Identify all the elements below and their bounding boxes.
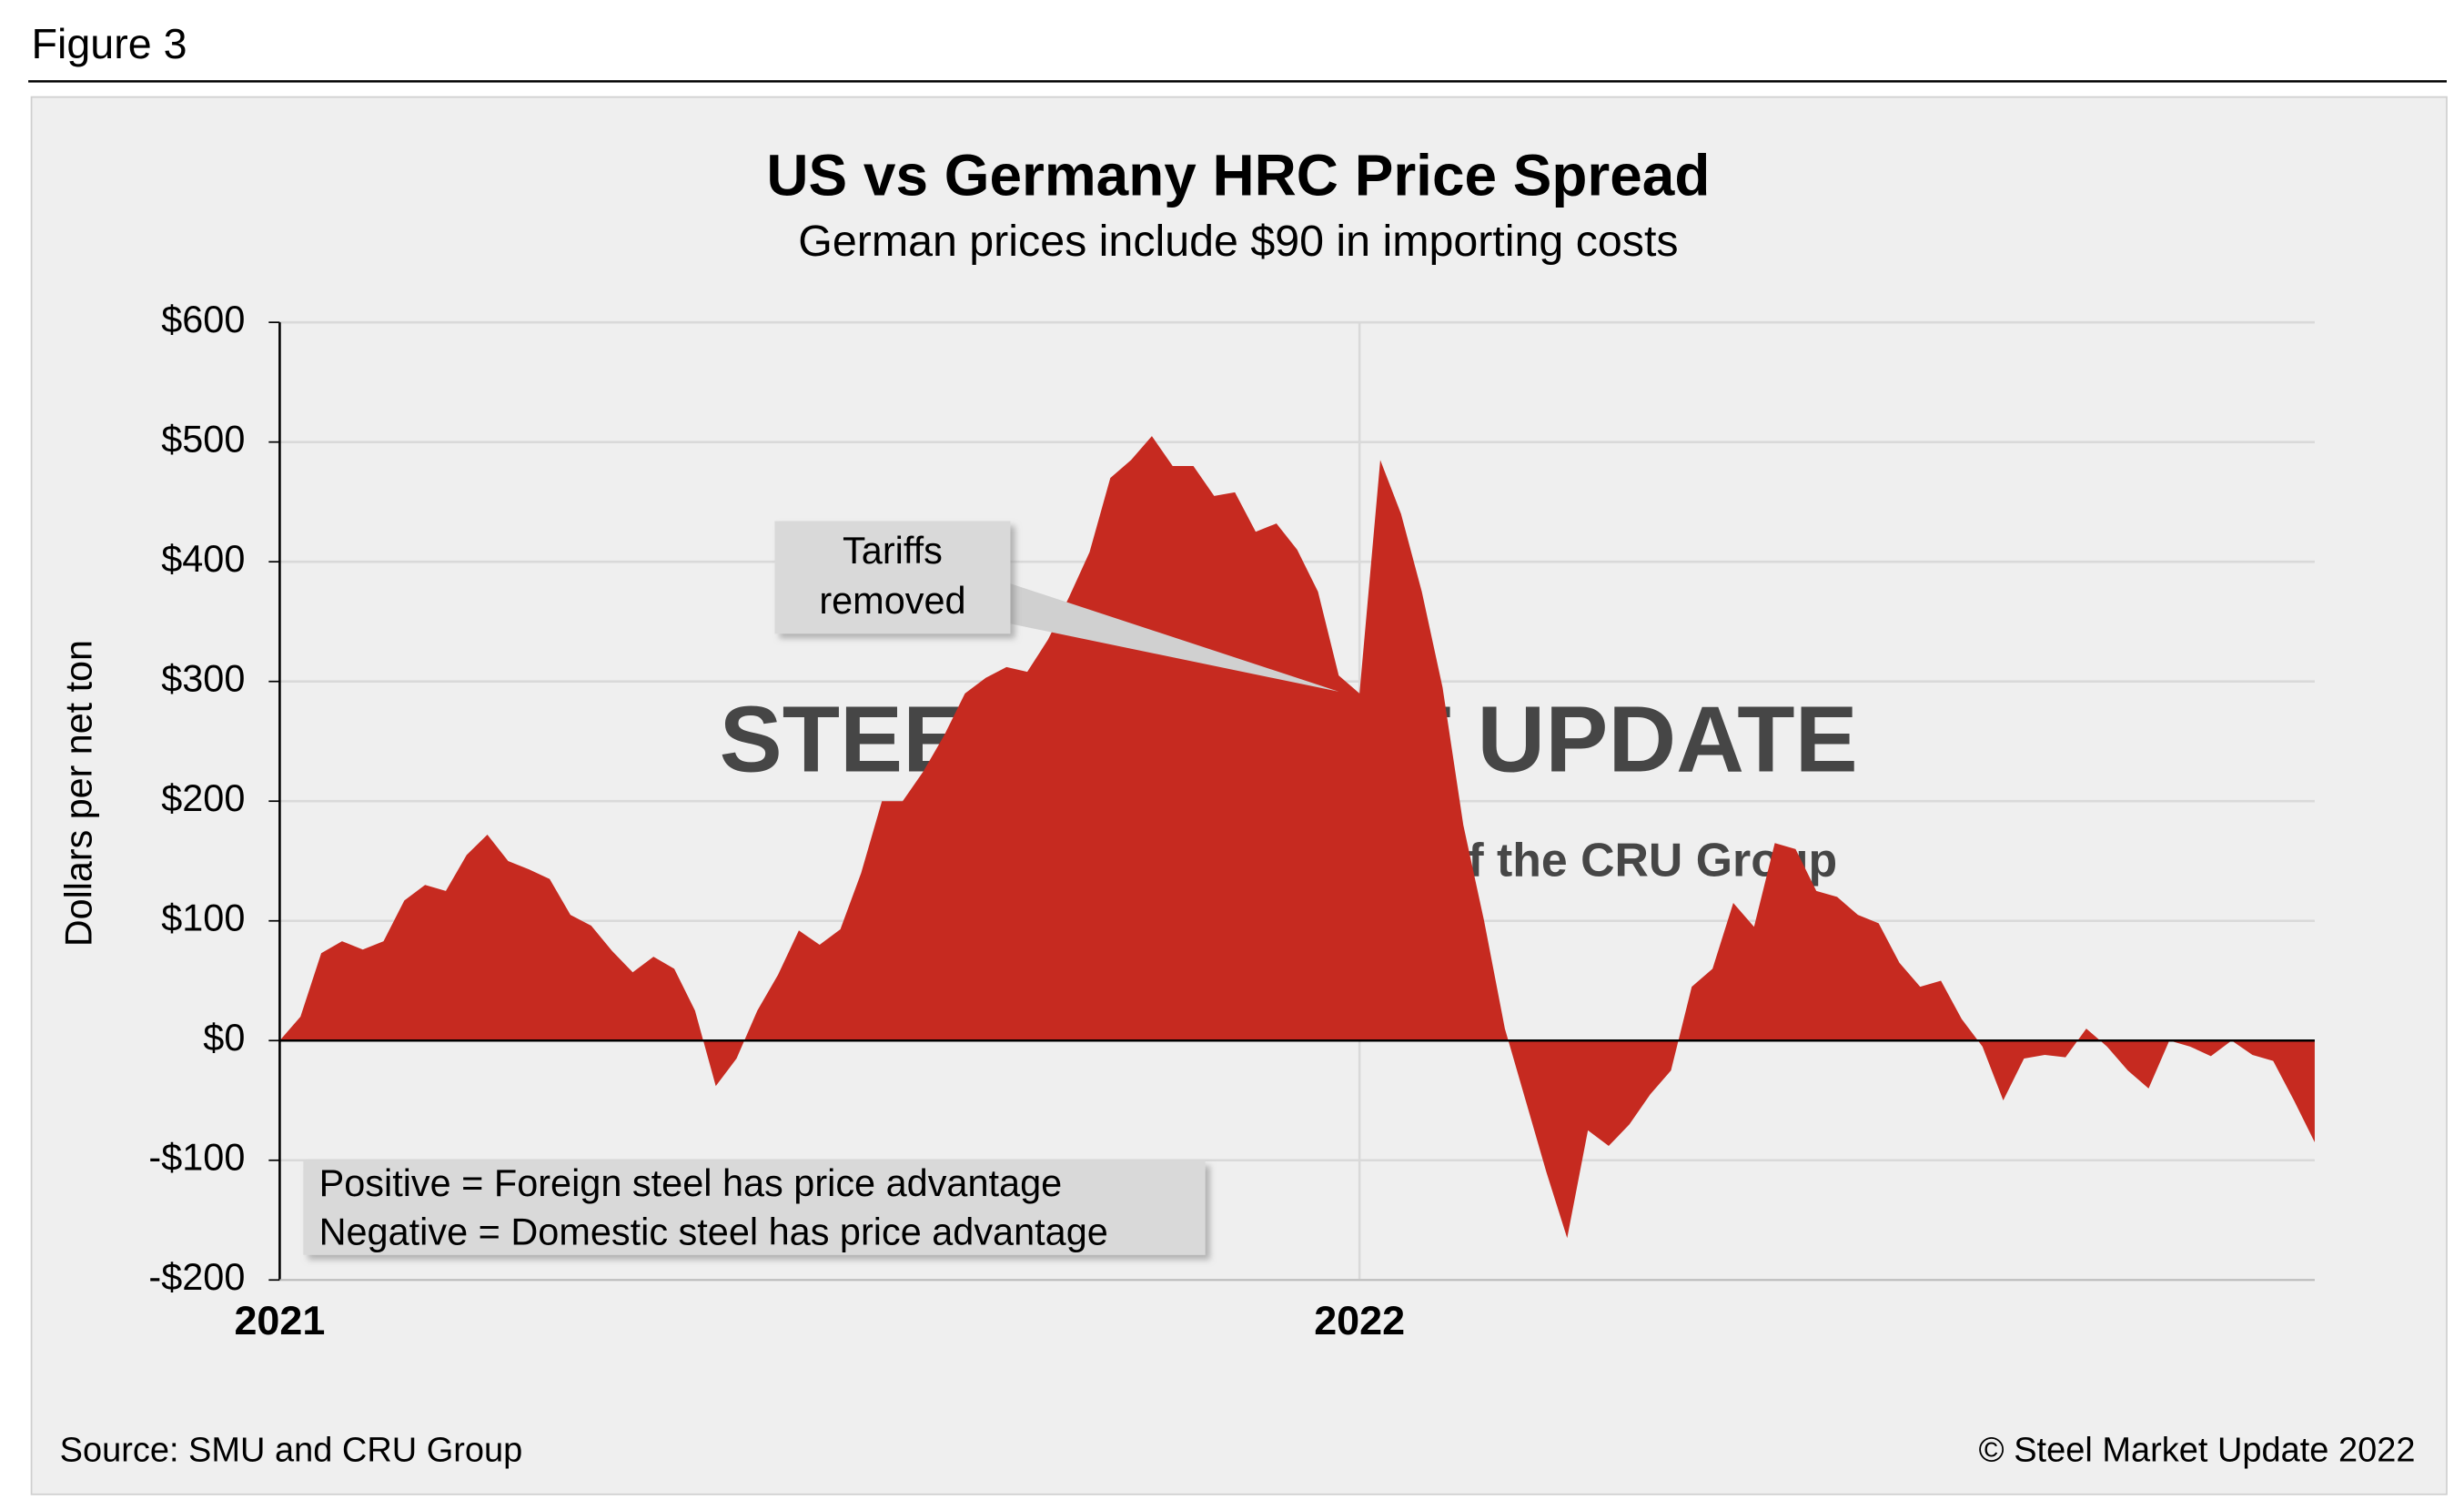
annotation: Tariffs removed (819, 530, 966, 623)
overlay: Tariffs removed Positive = Foreign steel… (303, 521, 1339, 1255)
y-tick-label: -$100 (148, 1137, 245, 1179)
chart-title: US vs Germany HRC Price Spread (766, 143, 1710, 208)
note-box (303, 1160, 1206, 1255)
note: Negative = Domestic steel has price adva… (319, 1211, 1108, 1252)
x-tick-label: 2022 (1314, 1298, 1405, 1343)
figure-label: Figure 3 (32, 20, 187, 67)
chart-subtitle: German prices include $90 in importing c… (798, 217, 1678, 266)
y-tick-label: $500 (161, 419, 245, 461)
y-tick-label: -$200 (148, 1256, 245, 1298)
y-tick-label: $300 (161, 658, 245, 700)
y-tick-label: $600 (161, 299, 245, 340)
callout: Tariffs removed (819, 530, 966, 623)
y-tick-label: $200 (161, 777, 245, 819)
area (279, 436, 2315, 1239)
x-tick-label: 2021 (234, 1298, 325, 1343)
source: Source: SMU and CRU Group (60, 1431, 523, 1469)
y-tick-label: $400 (161, 538, 245, 580)
copyright: © Steel Market Update 2022 (1979, 1431, 2416, 1469)
callout-pointer (1005, 582, 1339, 692)
y-tick-label: $100 (161, 897, 245, 939)
y-axis-label: Dollars per net ton (58, 640, 100, 947)
callout-box (774, 521, 1011, 634)
note: Positive = Foreign steel has price advan… (319, 1162, 1063, 1204)
y-tick-label: $0 (203, 1017, 245, 1059)
plot-area: -$200 -$100 $0 $100 $200 $300 $400 $500 $600 2021… (148, 299, 2315, 1343)
